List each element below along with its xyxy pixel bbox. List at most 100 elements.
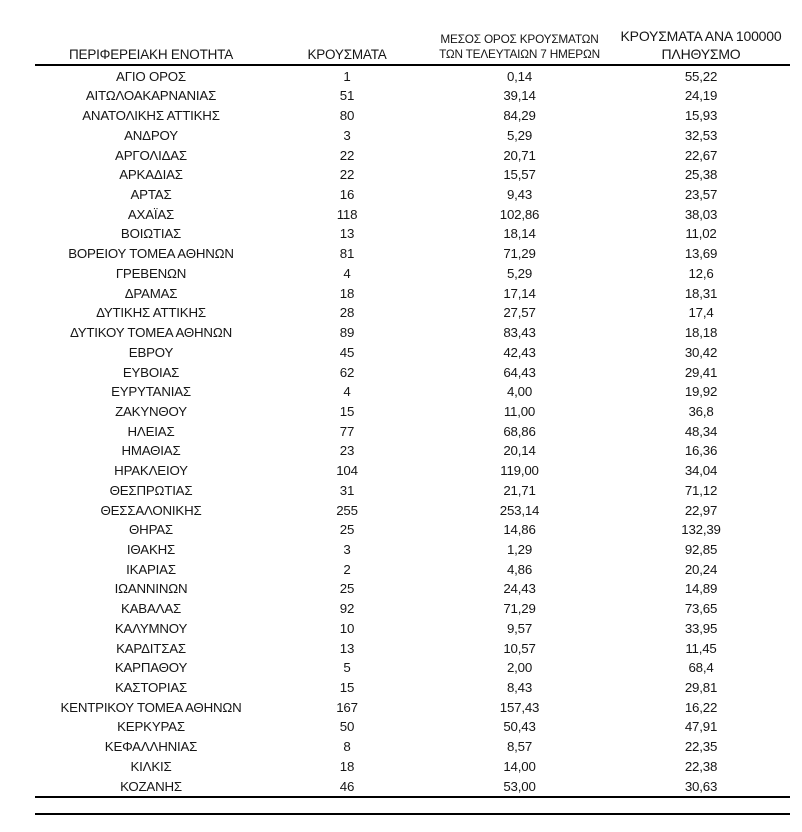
table-row: ΖΑΚΥΝΘΟΥ 15 11,00 36,8	[35, 402, 790, 422]
cell-cases-per-100000: 18,31	[684, 285, 718, 301]
cell-avg-7-days: 83,43	[503, 325, 536, 341]
cell-regional-unit: ΚΑΛΥΜΝΟΥ	[114, 620, 188, 636]
cell-cases: 167	[336, 699, 358, 715]
cell-regional-unit: ΕΥΒΟΙΑΣ	[122, 364, 180, 380]
cell-regional-unit: ΗΛΕΙΑΣ	[127, 423, 175, 439]
cell-avg-7-days: 53,00	[503, 778, 536, 794]
cell-regional-unit: ΑΓΙΟ ΟΡΟΣ	[116, 68, 186, 84]
cell-avg-7-days: 9,57	[506, 620, 533, 636]
cell-regional-unit: ΑΡΤΑΣ	[130, 187, 172, 203]
bottom-divider-rule	[35, 812, 790, 815]
cell-regional-unit: ΔΥΤΙΚΟΥ ΤΟΜΕΑ ΑΘΗΝΩΝ	[70, 325, 232, 341]
cell-regional-unit: ΒΟΡΕΙΟΥ ΤΟΜΕΑ ΑΘΗΝΩΝ	[68, 246, 234, 262]
cell-cases: 15	[339, 403, 355, 419]
cell-cases-per-100000: 34,04	[684, 463, 718, 479]
cell-avg-7-days: 64,43	[503, 364, 536, 380]
cell-cases: 25	[339, 522, 355, 538]
cell-cases-per-100000: 12,6	[688, 265, 714, 281]
table-row: ΕΒΡΟΥ 45 42,43 30,42	[35, 342, 790, 362]
cell-regional-unit: ΑΝΔΡΟΥ	[124, 127, 178, 143]
table-row: ΒΟΙΩΤΙΑΣ 13 18,14 11,02	[35, 224, 790, 244]
cell-avg-7-days: 0,14	[506, 68, 533, 84]
cell-cases-per-100000: 11,02	[685, 226, 717, 242]
col-header-cases-per-100000: ΚΡΟΥΣΜΑΤΑ ΑΝΑ 100000 ΠΛΗΘΥΣΜΟ	[620, 28, 782, 63]
cell-cases-per-100000: 29,81	[684, 680, 718, 696]
cell-regional-unit: ΚΑΣΤΟΡΙΑΣ	[114, 680, 188, 696]
cell-cases: 3	[343, 541, 351, 557]
cell-cases: 5	[343, 660, 351, 676]
cell-cases: 104	[336, 463, 358, 479]
table-row: ΘΕΣΠΡΩΤΙΑΣ 31 21,71 71,12	[35, 480, 790, 500]
cell-cases: 25	[339, 581, 355, 597]
cell-cases-per-100000: 47,91	[684, 719, 718, 735]
cell-avg-7-days: 4,00	[506, 384, 533, 400]
cell-avg-7-days: 102,86	[499, 206, 540, 222]
cell-cases-per-100000: 73,65	[684, 601, 718, 617]
table-row: ΒΟΡΕΙΟΥ ΤΟΜΕΑ ΑΘΗΝΩΝ 81 71,29 13,69	[35, 244, 790, 264]
table-row: ΕΥΡΥΤΑΝΙΑΣ 4 4,00 19,92	[35, 382, 790, 402]
cell-cases-per-100000: 24,19	[684, 88, 718, 104]
cell-cases: 1	[343, 68, 351, 84]
cell-cases-per-100000: 92,85	[684, 541, 718, 557]
cell-avg-7-days: 39,14	[503, 88, 536, 104]
cell-cases-per-100000: 13,69	[684, 246, 718, 262]
cell-cases: 4	[343, 265, 351, 281]
cell-cases: 4	[343, 384, 351, 400]
cell-cases: 31	[339, 482, 355, 498]
table-row: ΕΥΒΟΙΑΣ 62 64,43 29,41	[35, 362, 790, 382]
table-header: ΠΕΡΙΦΕΡΕΙΑΚΗ ΕΝΟΤΗΤΑ ΚΡΟΥΣΜΑΤΑ ΜΕΣΟΣ ΟΡΟ…	[35, 27, 790, 66]
table-row: ΚΙΛΚΙΣ 18 14,00 22,38	[35, 757, 790, 777]
cell-cases-per-100000: 18,18	[684, 325, 718, 341]
cell-cases-per-100000: 36,8	[688, 403, 714, 419]
cell-avg-7-days: 14,00	[503, 758, 536, 774]
table-row: ΔΥΤΙΚΟΥ ΤΟΜΕΑ ΑΘΗΝΩΝ 89 83,43 18,18	[35, 323, 790, 343]
cell-cases-per-100000: 48,34	[684, 423, 718, 439]
cell-cases: 28	[339, 305, 355, 321]
table-row: ΑΡΚΑΔΙΑΣ 22 15,57 25,38	[35, 165, 790, 185]
cell-cases: 15	[339, 680, 355, 696]
cell-regional-unit: ΚΙΛΚΙΣ	[130, 758, 172, 774]
cell-cases-per-100000: 55,22	[684, 68, 718, 84]
table-row: ΚΑΡΔΙΤΣΑΣ 13 10,57 11,45	[35, 638, 790, 658]
col-header-regional-unit: ΠΕΡΙΦΕΡΕΙΑΚΗ ΕΝΟΤΗΤΑ	[68, 46, 234, 62]
table-row: ΙΩΑΝΝΙΝΩΝ 25 24,43 14,89	[35, 579, 790, 599]
cell-cases-per-100000: 15,93	[684, 108, 718, 124]
cell-avg-7-days: 20,71	[503, 147, 536, 163]
cell-cases: 92	[339, 601, 355, 617]
cell-cases: 80	[339, 108, 355, 124]
cell-avg-7-days: 68,86	[503, 423, 536, 439]
cell-cases-per-100000: 22,67	[684, 147, 718, 163]
cell-avg-7-days: 2,00	[506, 660, 533, 676]
cell-regional-unit: ΑΧΑΪΑΣ	[127, 206, 175, 222]
cell-cases-per-100000: 11,45	[685, 640, 717, 656]
table-row: ΙΘΑΚΗΣ 3 1,29 92,85	[35, 540, 790, 560]
cell-cases: 45	[339, 344, 355, 360]
cell-regional-unit: ΖΑΚΥΝΘΟΥ	[115, 403, 187, 419]
table-row: ΚΕΡΚΥΡΑΣ 50 50,43 47,91	[35, 717, 790, 737]
cell-regional-unit: ΙΩΑΝΝΙΝΩΝ	[114, 581, 188, 597]
table-row: ΙΚΑΡΙΑΣ 2 4,86 20,24	[35, 559, 790, 579]
table-row: ΗΡΑΚΛΕΙΟΥ 104 119,00 34,04	[35, 461, 790, 481]
cell-cases: 118	[336, 206, 358, 222]
cell-cases: 62	[339, 364, 355, 380]
cell-avg-7-days: 42,43	[503, 344, 536, 360]
document-page: ΠΕΡΙΦΕΡΕΙΑΚΗ ΕΝΟΤΗΤΑ ΚΡΟΥΣΜΑΤΑ ΜΕΣΟΣ ΟΡΟ…	[35, 27, 790, 797]
cell-cases-per-100000: 23,57	[684, 187, 718, 203]
cell-cases-per-100000: 68,4	[688, 660, 714, 676]
cell-cases: 23	[339, 443, 355, 459]
table-row: ΘΕΣΣΑΛΟΝΙΚΗΣ 255 253,14 22,97	[35, 500, 790, 520]
cell-cases: 18	[339, 758, 355, 774]
table-row: ΑΝΔΡΟΥ 3 5,29 32,53	[35, 126, 790, 146]
cell-avg-7-days: 9,43	[506, 187, 533, 203]
table-row: ΔΥΤΙΚΗΣ ΑΤΤΙΚΗΣ 28 27,57 17,4	[35, 303, 790, 323]
cell-cases-per-100000: 29,41	[684, 364, 718, 380]
cell-cases: 81	[339, 246, 355, 262]
table-row: ΚΟΖΑΝΗΣ 46 53,00 30,63	[35, 776, 790, 797]
cell-avg-7-days: 24,43	[503, 581, 536, 597]
cell-cases: 2	[343, 561, 351, 577]
cell-cases-per-100000: 22,35	[684, 739, 718, 755]
cell-avg-7-days: 50,43	[503, 719, 536, 735]
table-body: ΑΓΙΟ ΟΡΟΣ 1 0,14 55,22 ΑΙΤΩΛΟΑΚΑΡΝΑΝΙΑΣ 51 39,…	[35, 65, 790, 797]
cell-cases-per-100000: 25,38	[684, 167, 718, 183]
cell-regional-unit: ΔΡΑΜΑΣ	[124, 285, 178, 301]
